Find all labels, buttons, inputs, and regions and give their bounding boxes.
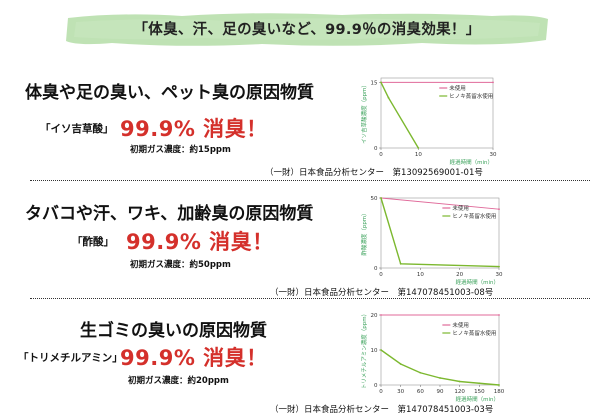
data-point (478, 382, 481, 385)
plot-frame (380, 197, 500, 269)
banner-brush-background (66, 13, 548, 46)
data-point (498, 314, 500, 316)
y-tick-label: 0 (374, 383, 378, 389)
section-title: 生ゴミの臭いの原因物質 (80, 321, 267, 341)
compound-name: 「トリメチルアミン」 (18, 352, 123, 364)
legend-label: 未使用 (452, 204, 469, 212)
x-axis-label: 経過時間（min） (456, 395, 499, 403)
legend-label: 未使用 (449, 84, 466, 92)
y-tick-label: 50 (371, 196, 378, 202)
data-point (417, 147, 420, 149)
legend-label: ヒノキ蒸留水使用 (449, 92, 493, 100)
data-point (498, 384, 500, 386)
initial-gas-concentration: 初期ガス濃度：約15ppm (130, 145, 231, 155)
data-point (439, 377, 441, 379)
initial-gas-concentration: 初期ガス濃度：約20ppm (128, 376, 229, 386)
x-tick-label: 0 (379, 152, 383, 158)
data-point (419, 371, 422, 374)
x-tick-label: 30 (496, 272, 503, 278)
compound-name: 「イソ吉草酸」 (40, 123, 114, 135)
test-source: （一財）日本食品分析センター 第147078451003-03号 (270, 405, 494, 415)
x-tick-label: 90 (437, 389, 444, 395)
x-tick-label: 0 (379, 272, 383, 278)
initial-gas-concentration: 初期ガス濃度：約50ppm (130, 260, 231, 270)
x-tick-label: 180 (494, 389, 505, 395)
plot-frame (380, 77, 494, 149)
plot-frame (380, 314, 500, 386)
test-source: （一財）日本食品分析センター 第147078451003-08号 (270, 288, 494, 298)
data-point (492, 81, 494, 84)
banner-text: 「体臭、汗、足の臭いなど、99.9％の消臭効果！」 (133, 22, 481, 38)
data-point (399, 262, 402, 265)
legend-label: ヒノキ蒸留水使用 (452, 329, 496, 337)
x-axis-label: 経過時間（min） (456, 278, 499, 286)
x-tick-label: 60 (417, 389, 424, 395)
x-tick-label: 20 (456, 272, 463, 278)
deodorize-result: 99.9% 消臭！ (120, 346, 268, 370)
data-point (380, 349, 382, 351)
data-point (387, 96, 390, 99)
data-point (498, 265, 500, 268)
x-tick-label: 120 (454, 389, 465, 395)
section-title: 体臭や足の臭い、ペット臭の原因物質 (25, 83, 314, 103)
y-tick-label: 0 (374, 266, 378, 272)
x-tick-label: 10 (415, 152, 422, 158)
banner: 「体臭、汗、足の臭いなど、99.9％の消臭効果！」 (62, 10, 552, 50)
y-tick-label: 0 (374, 146, 378, 152)
y-tick-label: 20 (371, 313, 378, 319)
x-tick-label: 0 (379, 389, 383, 395)
section-divider (30, 180, 590, 181)
legend-label: 未使用 (452, 321, 469, 329)
y-axis-label: イソ吉草酸濃度（ppm） (360, 82, 368, 144)
y-axis-label: 酢酸濃度（ppm） (360, 210, 368, 255)
x-tick-label: 150 (474, 389, 485, 395)
y-axis-label: トリメチルアミン濃度（ppm） (360, 311, 368, 389)
deodorize-result: 99.9% 消臭！ (126, 230, 274, 254)
data-point (380, 314, 382, 316)
data-point (458, 380, 461, 383)
x-tick-label: 10 (417, 272, 424, 278)
data-point (399, 363, 402, 365)
test-source: （一財）日本食品分析センター 第13092569001-01号 (265, 168, 483, 178)
y-tick-label: 15 (371, 80, 378, 86)
section-divider (30, 298, 590, 299)
x-tick-label: 30 (397, 389, 404, 395)
data-point (498, 208, 500, 211)
section-title: タバコや汗、ワキ、加齢臭の原因物質 (25, 204, 314, 224)
x-tick-label: 30 (490, 152, 497, 158)
compound-name: 「酢酸」 (72, 236, 114, 248)
legend-label: ヒノキ蒸留水使用 (452, 212, 496, 220)
y-tick-label: 10 (371, 348, 378, 354)
data-point (380, 81, 382, 84)
deodorize-result: 99.9% 消臭！ (120, 117, 268, 141)
data-point (380, 197, 382, 199)
x-axis-label: 経過時間（min） (450, 158, 493, 166)
series-line-control (380, 197, 500, 210)
